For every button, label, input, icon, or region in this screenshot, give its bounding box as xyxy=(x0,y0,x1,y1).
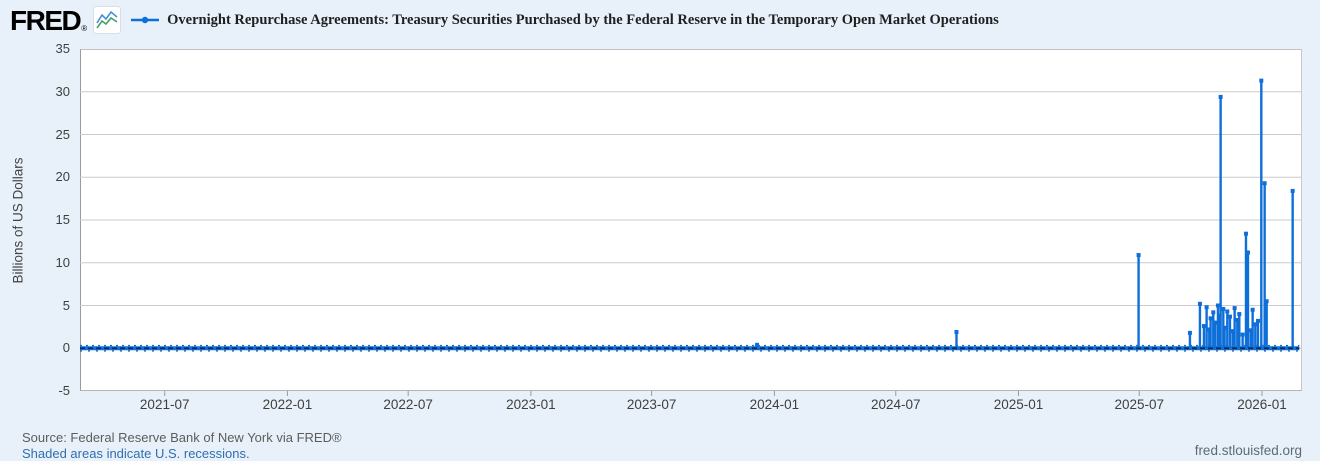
data-point-marker xyxy=(1201,324,1206,329)
data-point-marker xyxy=(1213,320,1218,325)
recessions-note-link[interactable]: Shaded areas indicate U.S. recessions. xyxy=(22,446,250,461)
data-point-marker xyxy=(1208,316,1213,321)
data-point-marker xyxy=(1230,329,1235,334)
x-tick-label: 2022-07 xyxy=(383,397,433,412)
y-tick-label: 0 xyxy=(62,340,70,356)
data-point-marker xyxy=(1264,299,1269,304)
data-point-marker xyxy=(1250,307,1255,312)
data-point-marker xyxy=(1218,94,1223,99)
x-tick-label: 2024-01 xyxy=(749,397,800,412)
x-tick-label: 2023-07 xyxy=(626,397,677,412)
fred-logo[interactable]: FRED ® xyxy=(10,5,122,36)
data-point-marker xyxy=(1197,301,1202,306)
y-tick-label: 30 xyxy=(55,83,70,99)
data-point-marker xyxy=(1221,306,1226,311)
data-point-marker xyxy=(1240,332,1245,337)
y-tick-label: 20 xyxy=(55,169,70,185)
data-point-marker xyxy=(1225,309,1230,314)
data-point-marker xyxy=(1290,188,1295,193)
data-point-marker xyxy=(954,330,959,335)
data-point-marker xyxy=(1248,328,1253,333)
registered-trademark: ® xyxy=(81,24,88,33)
y-tick-label: 5 xyxy=(62,297,70,313)
chart-title: Overnight Repurchase Agreements: Treasur… xyxy=(167,11,999,28)
y-tick-label: 10 xyxy=(55,254,70,270)
y-tick-label: 15 xyxy=(55,212,70,227)
data-point-marker xyxy=(1253,322,1258,327)
data-point-marker xyxy=(755,342,760,347)
chart-header: FRED ® Overnight Repurchase Agreements: … xyxy=(10,5,999,35)
data-point-marker xyxy=(1232,306,1237,311)
x-tick-label: 2023-01 xyxy=(506,397,556,412)
data-point-marker xyxy=(1187,330,1192,335)
series-legend-marker-icon xyxy=(131,15,160,25)
data-point-marker xyxy=(1136,253,1141,258)
x-tick-label: 2021-07 xyxy=(139,397,190,412)
x-tick-label: 2025-01 xyxy=(993,397,1044,412)
data-point-marker xyxy=(1259,78,1264,83)
fred-site-link[interactable]: fred.stlouisfed.org xyxy=(1194,443,1302,458)
data-point-marker xyxy=(1262,181,1267,186)
x-tick-label: 2024-07 xyxy=(870,397,921,412)
fred-sparkline-icon xyxy=(93,6,122,34)
data-point-marker xyxy=(1227,314,1232,319)
fred-logo-text: FRED xyxy=(10,5,82,36)
data-point-marker xyxy=(1217,313,1222,318)
data-point-marker xyxy=(1211,310,1216,315)
x-tick-label: 2025-07 xyxy=(1114,397,1164,412)
data-point-marker xyxy=(1237,312,1242,317)
data-point-marker xyxy=(1255,318,1260,323)
x-tick-label: 2026-01 xyxy=(1237,397,1287,412)
data-point-marker xyxy=(1204,305,1209,310)
data-point-marker xyxy=(1235,318,1240,323)
data-point-marker xyxy=(1243,231,1248,236)
data-point-marker xyxy=(1215,303,1220,308)
data-point-marker xyxy=(1207,327,1212,332)
y-tick-label: 25 xyxy=(55,126,70,142)
x-tick-label: 2022-01 xyxy=(262,397,313,412)
y-tick-label: -5 xyxy=(58,383,70,398)
data-point-marker xyxy=(1222,325,1227,330)
bottom-edge-strip xyxy=(0,461,1320,465)
y-tick-label: 35 xyxy=(55,41,70,56)
source-note: Source: Federal Reserve Bank of New York… xyxy=(22,430,342,445)
data-point-marker xyxy=(1245,250,1250,255)
